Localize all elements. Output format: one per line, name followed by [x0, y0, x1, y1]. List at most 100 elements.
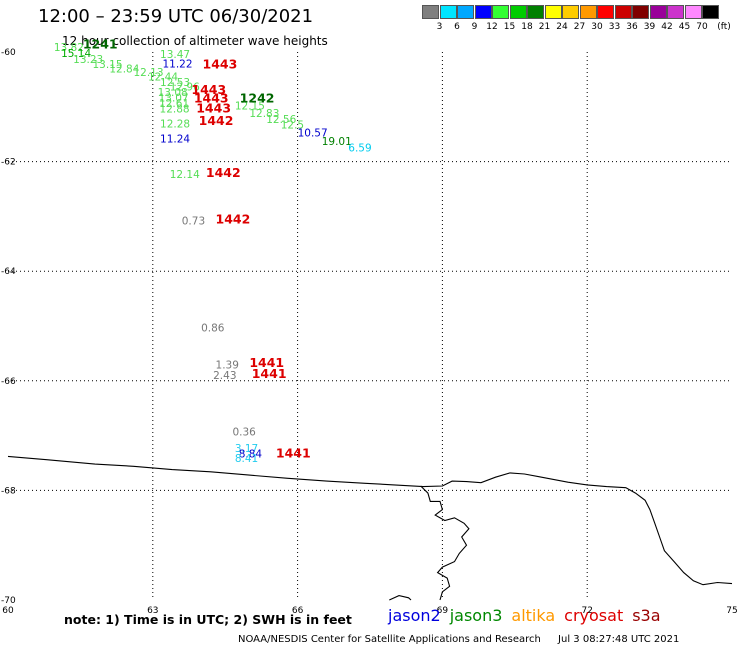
y-tick-label: -70	[1, 596, 16, 606]
colorbar-label: 12	[486, 22, 498, 32]
colorbar-label: 15	[503, 22, 516, 32]
mission-legend-item: jason3	[449, 606, 503, 625]
mission-legend-item: jason2	[388, 606, 441, 625]
pass-time-label: 1442	[206, 165, 241, 180]
colorbar-label: 33	[608, 22, 621, 32]
colorbar-swatch	[597, 5, 614, 19]
pass-time-label: 1443	[196, 100, 231, 115]
pass-time-label: 1441	[249, 355, 284, 370]
wave-height-value: 11.22	[162, 58, 192, 70]
chart-subtitle: 12 hour collection of altimeter wave hei…	[62, 34, 328, 48]
colorbar-unit: (ft)	[717, 22, 731, 32]
colorbar-label: 6	[454, 22, 460, 32]
pass-time-label: 1442	[216, 212, 251, 227]
axis-labels: 60 63 66 69 72 75 -60 -62 -64 -66 -68 -70	[1, 48, 738, 616]
y-tick-label: -64	[1, 267, 16, 277]
wave-height-value: 13.07	[159, 92, 189, 104]
wave-height-value: 12.88	[160, 103, 190, 115]
colorbar-label: 27	[573, 22, 586, 32]
coastline-segment	[420, 485, 470, 601]
x-tick-label: 63	[147, 606, 158, 616]
colorbar-label: 39	[643, 22, 656, 32]
chart-title: 12:00 – 23:59 UTC 06/30/2021	[38, 6, 314, 27]
wave-height-value: 13.15	[92, 59, 122, 71]
wave-height-value: 12.83	[249, 108, 279, 120]
x-tick-label: 60	[2, 606, 14, 616]
wave-height-value: 6.59	[348, 143, 371, 155]
colorbar-swatch	[579, 5, 597, 19]
colorbar-label: 36	[626, 22, 638, 32]
pass-time-label: 1441	[252, 366, 287, 381]
wave-height-value: 13.47	[160, 49, 190, 61]
mission-legend-item: cryosat	[564, 606, 624, 625]
wave-height-value: 0.86	[201, 322, 225, 334]
colorbar-label: 3	[436, 22, 443, 32]
graticule	[8, 52, 732, 600]
colorbar-label: 24	[556, 22, 568, 32]
wave-height-value: 2.43	[213, 370, 236, 382]
colorbar-swatch	[422, 5, 439, 19]
colorbar-swatch	[527, 5, 544, 19]
wave-height-value: 1.39	[216, 360, 239, 372]
colorbar-swatch	[562, 5, 579, 19]
colorbar-label: 30	[591, 22, 603, 32]
mission-legend: jason2 jason3 altika cryosat s3a	[388, 606, 670, 625]
colorbar-swatch	[457, 5, 474, 19]
colorbar-label: 21	[538, 22, 551, 32]
mission-legend-item: s3a	[632, 606, 661, 625]
coastline-path	[7, 455, 733, 586]
wave-height-value: 3.17	[235, 443, 258, 455]
pass-time-label: 1443	[203, 56, 238, 71]
wave-height-value: 12.61	[159, 98, 189, 110]
pass-time-label: 1442	[199, 113, 234, 128]
wave-height-value: 0.36	[232, 427, 256, 439]
colorbar-swatch	[492, 5, 509, 19]
colorbar-swatch	[667, 5, 684, 19]
x-tick-label: 66	[292, 606, 304, 616]
x-tick-label: 69	[437, 606, 449, 616]
colorbar-label: 45	[678, 22, 691, 32]
footnote: note: 1) Time is in UTC; 2) SWH is in fe…	[64, 612, 352, 627]
pass-time-label: 1241	[83, 37, 118, 52]
wave-height-value: 12.5	[281, 120, 304, 132]
colorbar-swatch	[474, 5, 492, 19]
wave-height-value: 13.08	[158, 87, 188, 99]
wave-height-value: 8.84	[239, 449, 263, 461]
colorbar-swatch	[614, 5, 632, 19]
wave-height-value: 12.44	[148, 71, 178, 83]
wave-height-value: 12.15	[235, 101, 265, 113]
wave-height-value: 12.84	[109, 63, 139, 75]
y-tick-label: -62	[1, 158, 16, 168]
y-tick-label: -60	[1, 48, 16, 58]
colorbar-swatch	[544, 5, 562, 19]
coastline	[7, 455, 733, 601]
credit-line: NOAA/NESDIS Center for Satellite Applica…	[238, 634, 679, 645]
colorbar-label: 70	[696, 22, 708, 32]
wave-height-value: 12.13	[133, 67, 163, 79]
colorbar-swatch	[509, 5, 527, 19]
wave-height-value: 19.01	[322, 136, 352, 148]
y-tick-label: -68	[1, 486, 16, 496]
wave-height-value: 12.56	[266, 114, 296, 126]
colorbar-swatch	[439, 5, 457, 19]
colorbar-swatch	[684, 5, 702, 19]
colorbar-label: 18	[521, 22, 533, 32]
generated-timestamp: Jul 3 08:27:48 UTC 2021	[558, 634, 680, 645]
credit-text: NOAA/NESDIS Center for Satellite Applica…	[238, 634, 541, 645]
wave-height-value: 12.14	[170, 169, 200, 181]
wave-height-value: 12.96	[170, 81, 200, 93]
pass-time-label: 1443	[191, 82, 226, 97]
colorbar-swatch	[632, 5, 649, 19]
colorbar-label: 42	[661, 22, 673, 32]
wave-height-value: 8.41	[235, 453, 258, 465]
wave-height-value: 10.57	[298, 127, 328, 139]
y-tick-label: -66	[1, 377, 16, 387]
colorbar-label: 9	[471, 22, 478, 32]
wave-height-value: 12.28	[160, 119, 190, 131]
x-tick-label: 72	[581, 606, 592, 616]
pass-time-label: 1441	[276, 446, 311, 461]
wave-height-value: 11.24	[160, 133, 190, 145]
